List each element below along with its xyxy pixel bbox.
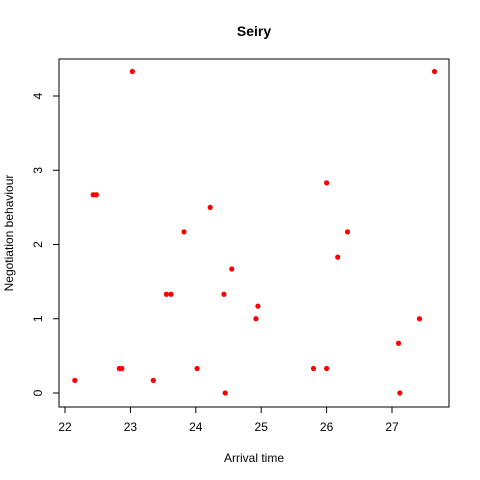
plot-area-frame	[58, 58, 450, 408]
y-axis-label: Negotiation behaviour	[2, 175, 16, 292]
data-point	[344, 229, 351, 235]
data-point	[222, 390, 228, 396]
data-point	[168, 291, 174, 297]
data-point	[181, 229, 187, 235]
chart-title: Seiry	[237, 23, 271, 39]
data-point	[150, 377, 156, 383]
data-point	[93, 192, 99, 198]
data-point	[163, 291, 169, 297]
data-point	[397, 390, 403, 396]
x-tick-label: 23	[124, 420, 138, 434]
data-point	[395, 340, 402, 346]
data-point	[416, 316, 423, 322]
y-axis: 0 1 2 3 4	[31, 92, 60, 396]
data-point	[324, 180, 330, 186]
x-axis-label: Arrival time	[224, 451, 284, 465]
y-tick-label: 0	[31, 389, 45, 396]
x-tick-label: 25	[255, 420, 269, 434]
data-point	[194, 365, 200, 372]
data-point	[431, 68, 438, 75]
data-points	[72, 68, 438, 396]
x-tick-label: 24	[189, 420, 203, 434]
y-tick-label: 2	[31, 241, 45, 248]
x-tick-label: 22	[58, 420, 72, 434]
data-point	[310, 365, 317, 372]
y-tick-label: 3	[31, 167, 45, 174]
data-point	[221, 291, 227, 297]
data-point	[335, 254, 341, 260]
y-tick-label: 4	[31, 92, 45, 99]
data-point	[129, 68, 135, 75]
data-point	[119, 365, 125, 372]
x-tick-label: 26	[320, 420, 334, 434]
data-point	[253, 316, 259, 322]
data-point	[207, 204, 213, 210]
data-point	[72, 377, 78, 383]
x-tick-label: 27	[385, 420, 399, 434]
data-point	[255, 303, 261, 309]
data-point	[229, 266, 235, 272]
y-tick-label: 1	[31, 315, 45, 322]
x-axis: 22 23 24 25 26 27	[58, 406, 399, 434]
data-point	[324, 365, 330, 372]
